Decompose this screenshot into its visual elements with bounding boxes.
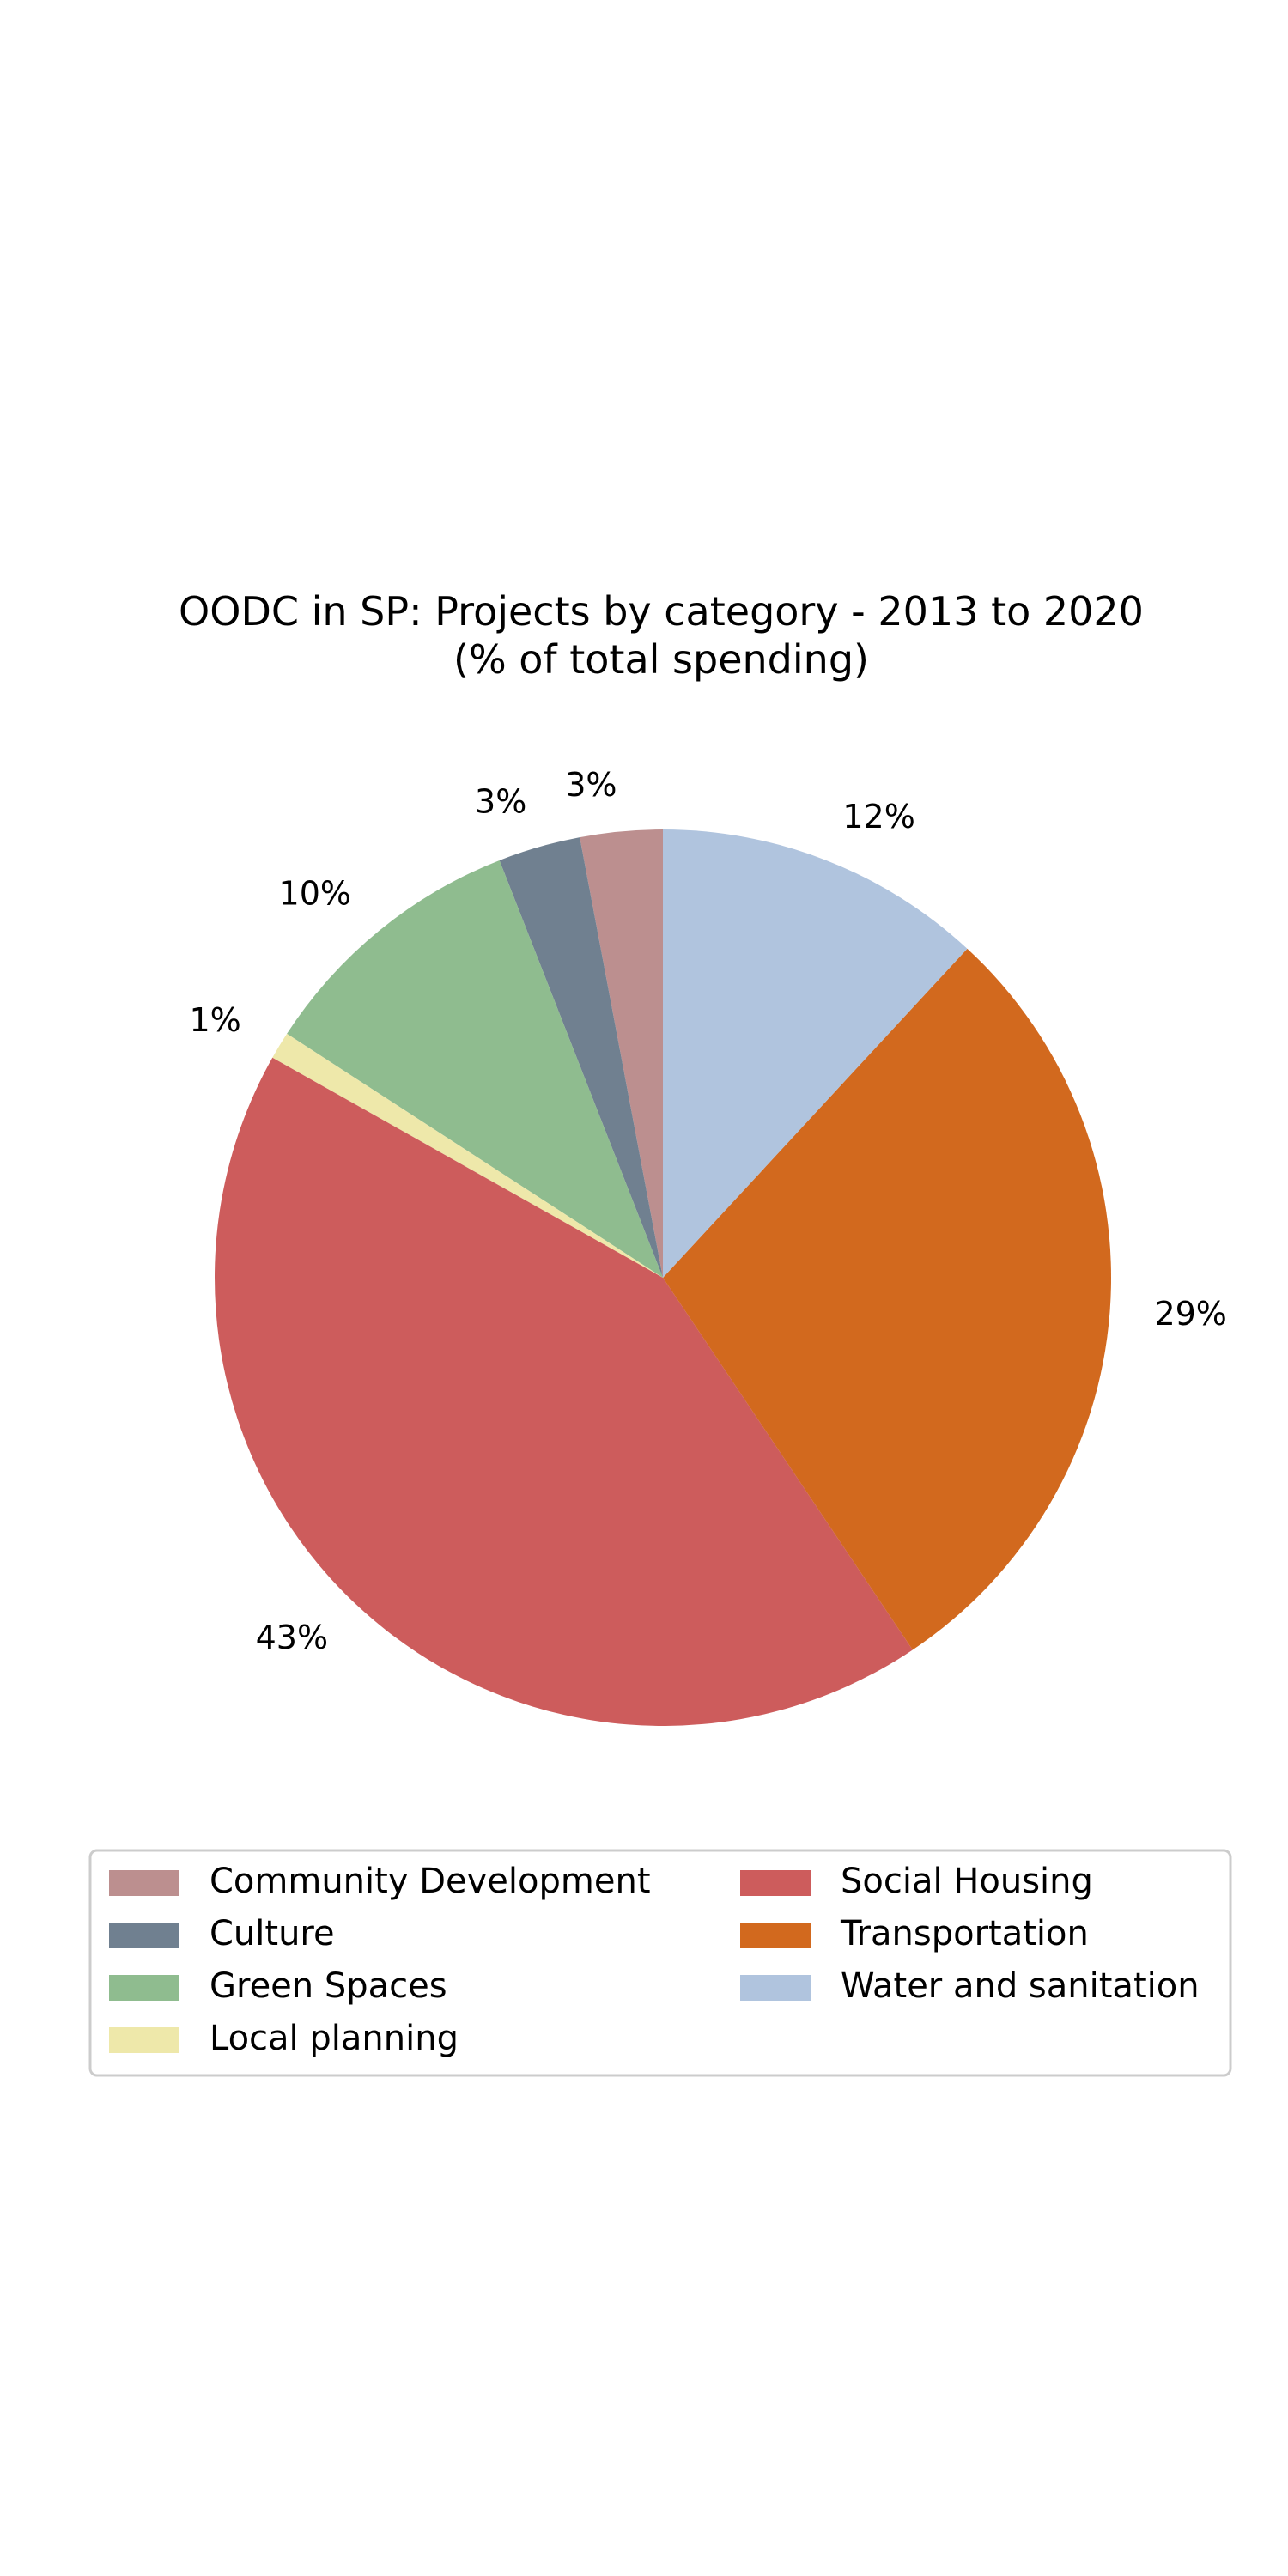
- pie-label-culture: 3%: [475, 783, 526, 821]
- legend-swatch-culture: [109, 1923, 179, 1948]
- legend-swatch-green-spaces: [109, 1975, 179, 2001]
- pie-slice-water-and-sanitation: [663, 829, 968, 1278]
- legend-label-green-spaces: Green Spaces: [210, 1966, 447, 2006]
- pie-label-water-and-sanitation: 12%: [842, 798, 914, 835]
- pie-slice-community-development: [580, 829, 663, 1278]
- legend-swatch-local-planning: [109, 2027, 179, 2053]
- legend-label-water-and-sanitation: Water and sanitation: [841, 1966, 1200, 2006]
- legend-label-social-housing: Social Housing: [841, 1862, 1093, 1901]
- pie-label-local-planning: 1%: [189, 1001, 240, 1039]
- legend-label-community-development: Community Development: [210, 1862, 651, 1901]
- pie-label-social-housing: 43%: [256, 1619, 328, 1656]
- pie-slice-culture: [499, 837, 663, 1278]
- pie-slices: [215, 829, 1112, 1726]
- pie-slice-local-planning: [272, 1033, 663, 1278]
- pie-percent-labels: 3% 3% 10% 1% 43% 29% 12%: [189, 766, 1226, 1656]
- legend-label-transportation: Transportation: [840, 1914, 1089, 1953]
- pie-slice-green-spaces: [287, 860, 663, 1278]
- pie-label-green-spaces: 10%: [279, 875, 351, 913]
- legend-label-culture: Culture: [210, 1914, 335, 1953]
- pie-slice-transportation: [663, 948, 1112, 1650]
- pie-slice-social-housing: [215, 1057, 913, 1726]
- legend: Community Development Culture Green Spaces…: [88, 1849, 1232, 2077]
- legend-frame: [88, 1849, 1232, 2077]
- legend-swatch-transportation: [740, 1923, 811, 1948]
- pie-label-transportation: 29%: [1154, 1295, 1226, 1333]
- chart-title-line-2: (% of total spending): [453, 636, 869, 683]
- legend-label-local-planning: Local planning: [210, 2019, 459, 2058]
- legend-swatch-social-housing: [740, 1870, 811, 1896]
- legend-swatch-water-and-sanitation: [740, 1975, 811, 2001]
- chart-title: OODC in SP: Projects by category - 2013 …: [179, 588, 1144, 683]
- legend-swatch-community-development: [109, 1870, 179, 1896]
- chart-title-line-1: OODC in SP: Projects by category - 2013 …: [179, 588, 1144, 635]
- pie-label-community-development: 3%: [565, 766, 617, 804]
